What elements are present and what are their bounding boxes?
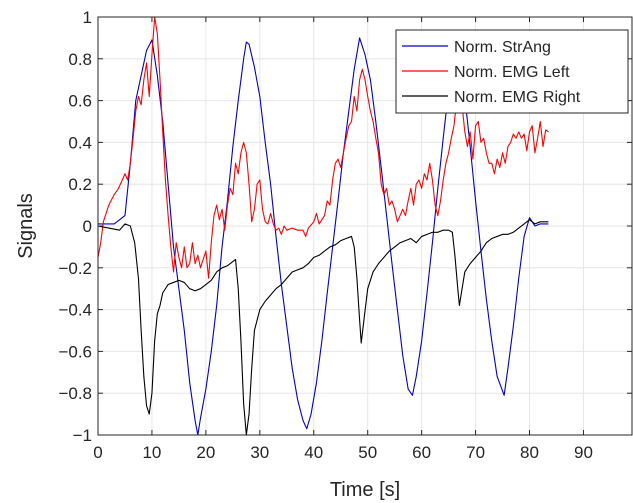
x-tick-label: 60: [412, 443, 431, 462]
y-tick-label: 0.2: [68, 175, 92, 194]
legend-label: Norm. StrAng: [454, 39, 551, 56]
y-tick-label: −0.2: [58, 259, 92, 278]
y-tick-label: −0.6: [58, 342, 92, 361]
y-tick-label: 1: [83, 8, 92, 27]
x-axis-label: Time [s]: [330, 479, 400, 501]
x-tick-label: 0: [93, 443, 102, 462]
x-tick-label: 90: [574, 443, 593, 462]
y-tick-labels: −1 −0.8 −0.6 −0.4 −0.2 0 0.2 0.4 0.6 0.8 1: [58, 8, 92, 445]
y-tick-label: 0: [83, 217, 92, 236]
series-line-1: [98, 37, 549, 436]
y-tick-label: 0.4: [68, 133, 92, 152]
axis-ticks: [97, 16, 632, 436]
y-tick-label: 0.6: [68, 92, 92, 111]
x-tick-label: 20: [196, 443, 215, 462]
legend: Norm. StrAng Norm. EMG Left Norm. EMG Righ…: [395, 29, 629, 114]
legend-label: Norm. EMG Left: [454, 64, 570, 81]
y-tick-label: −1: [73, 426, 92, 445]
y-axis-label: Signals: [15, 193, 37, 259]
x-tick-label: 80: [520, 443, 539, 462]
series-line-3: [97, 219, 549, 436]
legend-label: Norm. EMG Right: [454, 89, 581, 106]
x-tick-label: 40: [304, 443, 323, 462]
x-tick-label: 10: [142, 443, 161, 462]
y-tick-label: −0.4: [58, 301, 92, 320]
x-tick-label: 30: [250, 443, 269, 462]
data-series: [97, 16, 549, 436]
x-tick-label: 50: [358, 443, 377, 462]
x-tick-labels: 0 10 20 30 40 50 60 70 80 90: [93, 443, 593, 462]
y-tick-label: −0.8: [58, 384, 92, 403]
y-tick-label: 0.8: [68, 50, 92, 69]
series-line-2: [97, 16, 549, 279]
x-tick-label: 70: [466, 443, 485, 462]
